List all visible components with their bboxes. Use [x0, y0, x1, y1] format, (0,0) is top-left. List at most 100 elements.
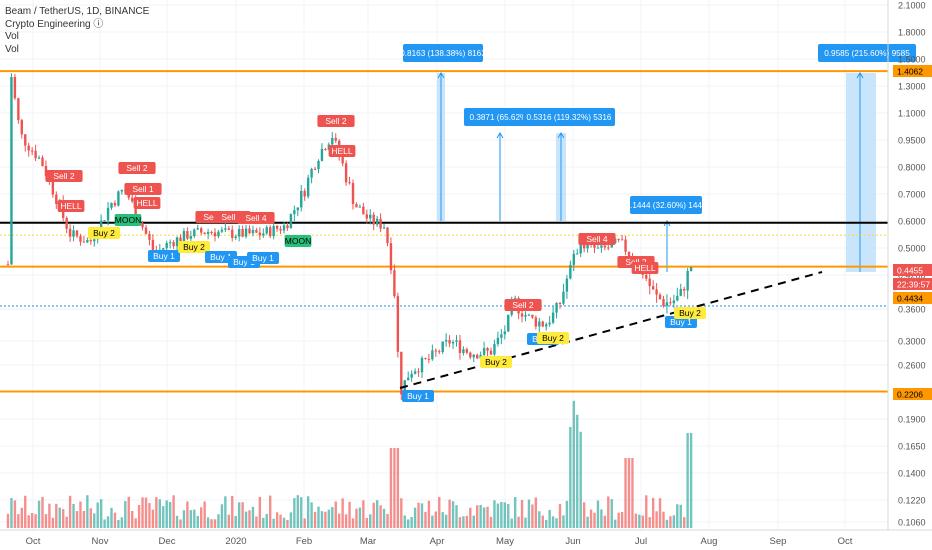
candle-body — [534, 317, 538, 327]
price-tick-label: 0.1650 — [898, 442, 926, 452]
candle-body — [34, 150, 37, 159]
candle-body — [168, 242, 172, 244]
price-axis: 2.1000 1.8000 1.5000 1.3000 1.1000 0.9500 0.80… — [0, 0, 932, 531]
price-tag — [893, 278, 932, 290]
volume-bar — [296, 495, 299, 528]
indicator-label[interactable]: Crypto Engineering ⓘ — [5, 18, 104, 30]
volume-bar — [24, 495, 27, 528]
candle-body — [662, 298, 665, 306]
volume-bar — [500, 501, 503, 528]
candle-body — [689, 267, 693, 271]
time-tick-label: Oct — [26, 536, 41, 547]
volume-bar — [217, 514, 220, 528]
volume-bar — [131, 511, 134, 528]
candlesticks — [6, 73, 693, 400]
signal-tag — [317, 115, 355, 127]
candle-body — [562, 291, 565, 304]
signal-tag-label: Buy 2 — [183, 242, 205, 252]
volume-bar — [227, 514, 230, 528]
candle-body — [672, 300, 676, 304]
price-tick-label: 0.1220 — [898, 496, 926, 506]
volume-bar — [531, 504, 534, 528]
candle-body — [482, 348, 486, 355]
candle-body — [358, 206, 362, 208]
volume-bar — [441, 512, 444, 528]
candle-body — [669, 302, 672, 304]
candle-body — [348, 182, 351, 184]
volume-bar — [610, 499, 613, 528]
candle-body — [217, 231, 220, 237]
volume-bar — [158, 499, 161, 528]
volume-bar — [310, 502, 313, 528]
volume-bar — [617, 512, 620, 528]
volume-bar — [13, 500, 17, 528]
signal-tag-label: Sell 1 — [132, 184, 154, 194]
candle-body — [17, 98, 20, 121]
volume-bar — [424, 511, 427, 528]
volume-bar — [351, 518, 355, 528]
volume-bar — [448, 499, 451, 528]
signal-tag-label: Sell 1 — [221, 212, 243, 222]
candle-body — [558, 302, 562, 304]
candle-body — [582, 244, 586, 249]
volume-bar — [86, 495, 89, 528]
candle-body — [10, 76, 13, 265]
time-tick-label: Feb — [296, 536, 312, 547]
symbol-title[interactable]: Beam / TetherUS, 1D, BINANCE — [5, 6, 150, 17]
time-tick-label: Jul — [635, 536, 647, 547]
candle-body — [507, 314, 510, 332]
candle-body — [375, 218, 379, 225]
candle-body — [251, 230, 255, 234]
volume-bar — [237, 502, 241, 528]
volume-label-2[interactable]: Vol — [5, 43, 19, 55]
volume-bar — [275, 512, 279, 528]
volume-bar — [37, 500, 41, 528]
candle-body — [593, 242, 596, 248]
candle-body — [203, 232, 206, 234]
volume-bar — [465, 515, 469, 528]
candle-body — [165, 243, 168, 249]
signal-tag — [480, 356, 512, 368]
volume-bar — [120, 517, 124, 528]
volume-bar — [141, 497, 144, 528]
volume-bar — [241, 502, 244, 528]
volume-bar — [110, 507, 113, 528]
candle-body — [86, 240, 89, 243]
signal-tag — [148, 250, 180, 262]
signal-tag — [328, 145, 356, 157]
candle-body — [503, 331, 506, 335]
volume-bar — [27, 515, 30, 528]
volume-bar — [396, 448, 400, 528]
volume-label-1[interactable]: Vol — [5, 31, 19, 42]
signal-tag-label: Buy 2 — [542, 333, 564, 343]
volume-bar — [645, 495, 648, 528]
volume-bar — [324, 511, 327, 528]
time-tick-label: Mar — [360, 536, 376, 547]
volume-bar — [17, 514, 20, 528]
volume-bar — [75, 511, 79, 528]
volume-bar — [79, 501, 82, 528]
volume-bar — [582, 502, 586, 528]
volume-bar — [162, 506, 165, 528]
volume-bar — [279, 514, 282, 528]
candle-body — [144, 227, 148, 234]
signal-tag — [57, 200, 85, 212]
volume-bar — [334, 501, 337, 528]
candle-body — [555, 302, 558, 313]
candle-body — [313, 168, 317, 170]
candle-body — [600, 245, 603, 248]
volume-bar — [10, 498, 13, 528]
candle-body — [389, 243, 393, 271]
volume-bar — [320, 511, 324, 528]
candle-body — [683, 288, 686, 291]
candle-body — [193, 229, 196, 237]
volume-bar — [362, 500, 365, 528]
volume-bar — [72, 503, 75, 528]
volume-bar — [551, 516, 555, 528]
candle-body — [462, 349, 465, 354]
price-tag-label: 0.2206 — [897, 390, 923, 400]
volume-bar — [541, 515, 544, 528]
price-tag — [893, 292, 932, 304]
